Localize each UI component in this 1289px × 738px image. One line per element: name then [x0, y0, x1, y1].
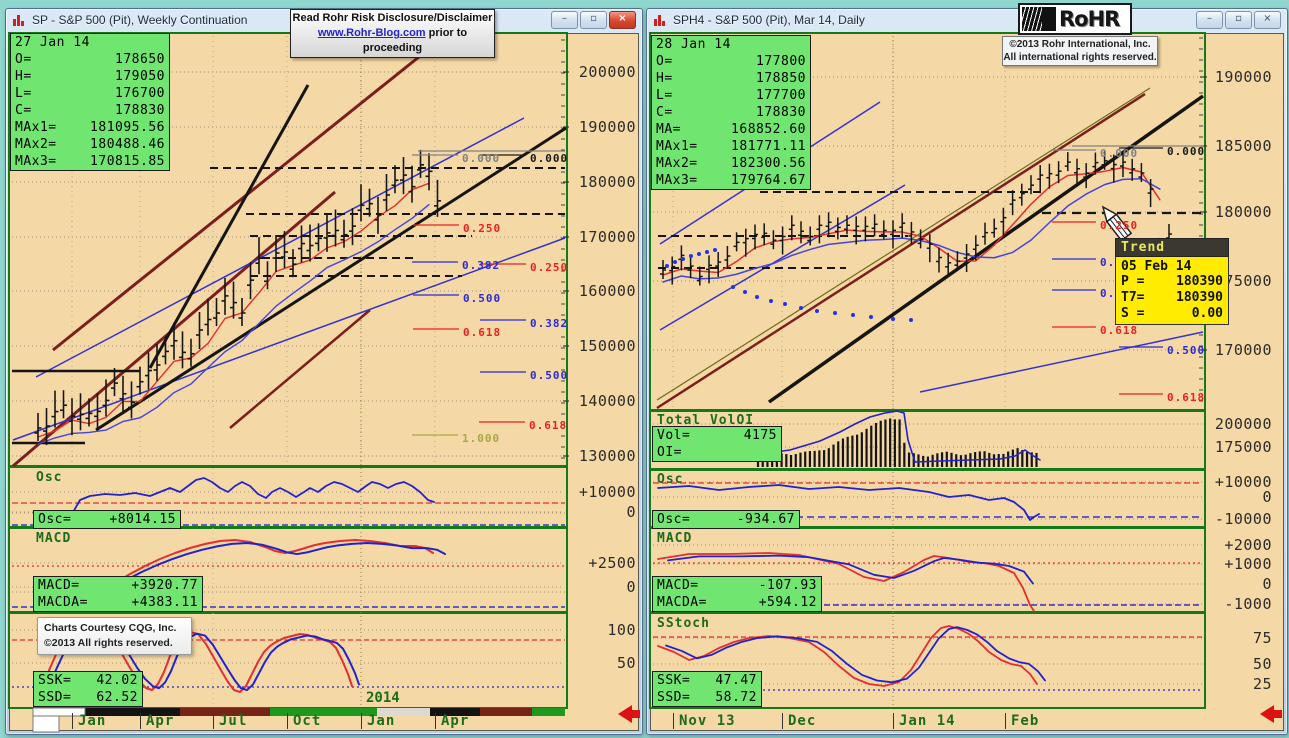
month-label: Jan: [367, 713, 396, 729]
axis-tick: [893, 713, 894, 729]
cqg-courtesy-note: Charts Courtesy CQG, Inc. ©2013 All righ…: [37, 617, 192, 655]
month-label: Jan: [78, 713, 107, 729]
axis-tick: [361, 713, 362, 729]
axis-tick: [673, 713, 674, 729]
left-time-scrollbar[interactable]: [33, 708, 565, 717]
axis-tick: [213, 713, 214, 729]
value-row: OI=: [657, 445, 682, 460]
right-window-title: SPH4 - S&P 500 (Pit), Mar 14, Daily: [673, 13, 865, 27]
value-row: Osc= +8014.15: [38, 512, 176, 527]
osc-value-box: Osc= +8014.15: [33, 510, 181, 529]
trend-tooltip: Trend 05 Feb 14 P = 180390 T7= 180390 S = 0.0…: [1115, 238, 1229, 325]
month-label: Oct: [293, 713, 322, 729]
cqg-app-icon: [12, 14, 26, 27]
axis-tick: [1005, 713, 1006, 729]
sstoch-value-box: SSK= 47.47 SSD= 58.72: [652, 671, 762, 707]
value-row: SSK= 42.02: [38, 673, 138, 688]
rohr-logo-chart-icon: [1022, 7, 1056, 31]
cqg-app-icon: [653, 14, 667, 27]
right-price-chart-area[interactable]: [651, 33, 1204, 410]
rohr-blog-link[interactable]: www.Rohr-Blog.com: [317, 27, 426, 39]
month-label: Apr: [441, 713, 470, 729]
month-label: Nov 13: [679, 713, 736, 729]
risk-disclaimer-banner: Read Rohr Risk Disclosure/Disclaimer www…: [290, 9, 495, 58]
right-titlebar[interactable]: SPH4 - S&P 500 (Pit), Mar 14, Daily – ▫ …: [647, 9, 1287, 31]
panel-label-osc: Osc: [657, 472, 684, 487]
month-label: Feb: [1011, 713, 1040, 729]
panel-label-osc: Osc: [36, 470, 63, 485]
value-row: SSD= 58.72: [657, 690, 757, 705]
minimize-icon[interactable]: –: [551, 11, 578, 29]
value-row: SSK= 47.47: [657, 673, 757, 688]
value-row: MACD= -107.93: [657, 578, 817, 593]
rohr-logo: RoHR: [1018, 3, 1132, 35]
panel-label-macd: MACD: [36, 531, 72, 546]
value-row: MACD= +3920.77: [38, 578, 198, 593]
minimize-icon[interactable]: –: [1196, 11, 1223, 29]
trend-date: 05 Feb 14: [1121, 259, 1192, 274]
axis-tick: [287, 713, 288, 729]
osc-value-box: Osc= -934.67: [652, 510, 800, 529]
axis-tick: [140, 713, 141, 729]
close-icon[interactable]: ×: [609, 11, 636, 29]
value-row: MACDA= +4383.11: [38, 595, 198, 610]
right-time-axis: Nov 13 Dec Jan 14 Feb: [0, 712, 1289, 732]
restore-icon[interactable]: ▫: [580, 11, 607, 29]
left-window-title: SP - S&P 500 (Pit), Weekly Continuation: [32, 13, 248, 27]
rohr-copyright-note: ©2013 Rohr International, Inc. All inter…: [1002, 36, 1158, 66]
macd-value-box: MACD= +3920.77 MACDA= +4383.11: [33, 576, 203, 612]
month-label: Dec: [788, 713, 817, 729]
value-row: Vol= 4175: [657, 428, 777, 443]
close-icon[interactable]: ×: [1254, 11, 1281, 29]
year-label: 2014: [366, 690, 400, 706]
restore-icon[interactable]: ▫: [1225, 11, 1252, 29]
panel-label-macd: MACD: [657, 531, 693, 546]
left-titlebar[interactable]: SP - S&P 500 (Pit), Weekly Continuation …: [6, 9, 642, 31]
value-row: S = 0.00: [1121, 306, 1223, 321]
left-time-axis: Jan Apr Jul Oct Jan Apr: [0, 712, 1289, 732]
value-row: Osc= -934.67: [657, 512, 795, 527]
value-row: MACDA= +594.12: [657, 595, 817, 610]
month-label: Jul: [219, 713, 248, 729]
axis-tick: [435, 713, 436, 729]
value-row: SSD= 62.52: [38, 690, 138, 705]
sstoch-value-box: SSK= 42.02 SSD= 62.52: [33, 671, 143, 707]
value-row: P = 180390: [1121, 274, 1223, 289]
month-label: Jan 14: [899, 713, 956, 729]
left-price-chart-area[interactable]: [10, 33, 565, 466]
axis-tick: [782, 713, 783, 729]
panel-label-sstoch: SStoch: [657, 616, 710, 631]
month-label: Apr: [146, 713, 175, 729]
macd-value-box: MACD= -107.93 MACDA= +594.12: [652, 576, 822, 612]
vol-value-box: Vol= 4175 OI=: [652, 426, 782, 462]
value-row: T7= 180390: [1121, 290, 1223, 305]
axis-tick: [72, 713, 73, 729]
